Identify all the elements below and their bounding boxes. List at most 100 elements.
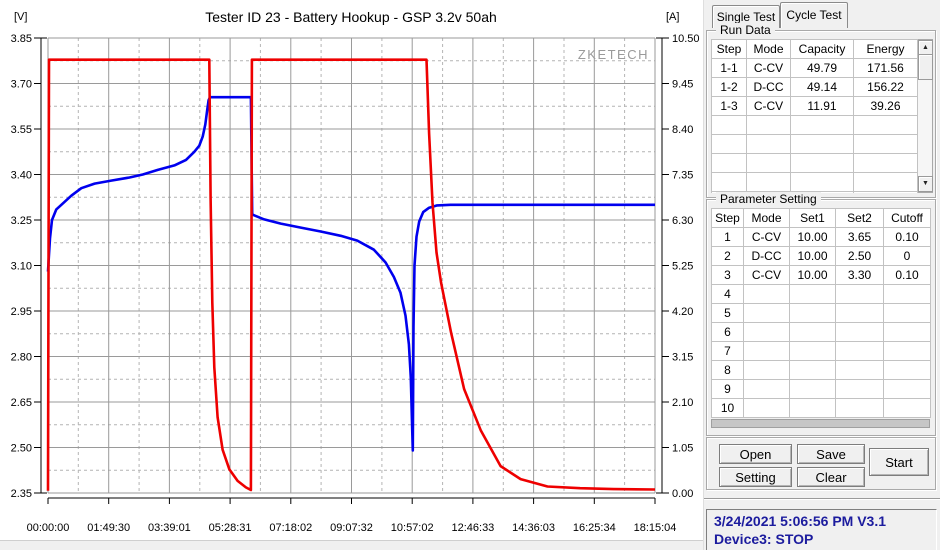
- table-cell[interactable]: C-CV: [743, 227, 790, 247]
- table-cell[interactable]: [883, 398, 931, 418]
- parameter-setting-group-title: Parameter Setting: [716, 192, 821, 206]
- table-header-row: Step Mode Set1 Set2 Cutoff: [711, 208, 931, 228]
- table-cell[interactable]: [743, 284, 790, 304]
- table-cell[interactable]: 0.10: [883, 265, 931, 285]
- tab-single-test[interactable]: Single Test: [712, 5, 780, 28]
- table-cell[interactable]: 1: [711, 227, 744, 247]
- table-cell[interactable]: 10: [711, 398, 744, 418]
- table-cell[interactable]: [743, 398, 790, 418]
- table-cell[interactable]: 4: [711, 284, 744, 304]
- table-cell[interactable]: 6: [711, 322, 744, 342]
- table-cell[interactable]: 0.10: [883, 227, 931, 247]
- left-axis: [34, 37, 47, 494]
- table-cell[interactable]: [789, 284, 836, 304]
- table-cell[interactable]: [789, 303, 836, 323]
- table-cell[interactable]: [835, 322, 884, 342]
- table-row: 1 C-CV 10.00 3.65 0.10: [711, 227, 931, 247]
- svg-text:00:00:00: 00:00:00: [27, 522, 70, 534]
- table-cell[interactable]: [743, 360, 790, 380]
- scrollbar-thumb[interactable]: [918, 54, 933, 80]
- svg-text:2.50: 2.50: [11, 443, 32, 455]
- table-cell[interactable]: 10.00: [789, 265, 836, 285]
- table-cell[interactable]: 9: [711, 379, 744, 399]
- save-button[interactable]: Save: [797, 444, 865, 464]
- table-cell[interactable]: 8: [711, 360, 744, 380]
- svg-text:09:07:32: 09:07:32: [330, 522, 373, 534]
- table-cell[interactable]: [789, 379, 836, 399]
- svg-text:2.95: 2.95: [11, 306, 32, 318]
- table-cell[interactable]: [789, 360, 836, 380]
- table-cell: 1-2: [711, 77, 747, 97]
- status-device-state: Device3: STOP: [714, 531, 814, 547]
- table-cell[interactable]: 0: [883, 246, 931, 266]
- table-cell[interactable]: [743, 322, 790, 342]
- setting-button[interactable]: Setting: [719, 467, 792, 487]
- table-cell[interactable]: 2: [711, 246, 744, 266]
- svg-text:3.10: 3.10: [11, 261, 32, 273]
- table-cell[interactable]: 7: [711, 341, 744, 361]
- table-cell[interactable]: [883, 284, 931, 304]
- run-data-scrollbar[interactable]: ▲ ▼: [918, 39, 933, 193]
- svg-text:9.45: 9.45: [672, 79, 693, 91]
- table-cell: [790, 153, 854, 173]
- table-cell[interactable]: [743, 341, 790, 361]
- svg-text:0.00: 0.00: [672, 488, 693, 500]
- svg-text:2.80: 2.80: [11, 352, 32, 364]
- table-cell: [790, 115, 854, 135]
- table-cell[interactable]: 3.30: [835, 265, 884, 285]
- table-cell[interactable]: [743, 303, 790, 323]
- table-cell[interactable]: [835, 303, 884, 323]
- table-cell: D-CC: [746, 77, 791, 97]
- panel-divider: [704, 498, 940, 500]
- svg-text:8.40: 8.40: [672, 124, 693, 136]
- table-cell: 171.56: [853, 58, 918, 78]
- tab-cycle-test[interactable]: Cycle Test: [780, 2, 848, 28]
- svg-text:10:57:02: 10:57:02: [391, 522, 434, 534]
- clear-button[interactable]: Clear: [797, 467, 865, 487]
- table-cell[interactable]: [789, 322, 836, 342]
- table-cell[interactable]: 10.00: [789, 246, 836, 266]
- table-cell[interactable]: D-CC: [743, 246, 790, 266]
- parameter-setting-group: Parameter Setting Step Mode Set1 Set2 Cutoff…: [706, 192, 936, 436]
- table-cell[interactable]: 5: [711, 303, 744, 323]
- table-cell[interactable]: [883, 360, 931, 380]
- table-cell: [711, 172, 747, 192]
- svg-text:3.40: 3.40: [11, 170, 32, 182]
- table-cell[interactable]: 2.50: [835, 246, 884, 266]
- table-cell[interactable]: [789, 341, 836, 361]
- parameter-horizontal-scrollbar[interactable]: [711, 419, 930, 428]
- table-cell: [853, 191, 918, 193]
- table-cell[interactable]: [835, 341, 884, 361]
- table-cell[interactable]: [883, 303, 931, 323]
- scroll-down-icon[interactable]: ▼: [918, 176, 933, 192]
- table-cell[interactable]: [835, 398, 884, 418]
- table-row-empty: [711, 172, 918, 192]
- table-cell[interactable]: [743, 379, 790, 399]
- svg-text:2.65: 2.65: [11, 397, 32, 409]
- table-cell[interactable]: 3.65: [835, 227, 884, 247]
- column-header: Set2: [835, 208, 884, 228]
- table-cell[interactable]: [835, 379, 884, 399]
- table-cell: [746, 153, 791, 173]
- table-cell[interactable]: C-CV: [743, 265, 790, 285]
- table-cell[interactable]: [789, 398, 836, 418]
- table-header-row: Step Mode Capacity Energy: [711, 39, 918, 59]
- start-button[interactable]: Start: [869, 448, 929, 476]
- table-cell: 11.91: [790, 96, 854, 116]
- table-cell[interactable]: 10.00: [789, 227, 836, 247]
- bottom-window-strip: [0, 540, 703, 550]
- table-cell[interactable]: [883, 322, 931, 342]
- table-cell[interactable]: [883, 341, 931, 361]
- table-row: 10: [711, 398, 931, 418]
- open-button[interactable]: Open: [719, 444, 792, 464]
- svg-text:6.30: 6.30: [672, 215, 693, 227]
- table-cell[interactable]: [835, 360, 884, 380]
- column-header: Mode: [743, 208, 790, 228]
- chart-title: Tester ID 23 - Battery Hookup - GSP 3.2v…: [205, 9, 497, 25]
- table-cell[interactable]: [835, 284, 884, 304]
- svg-text:03:39:01: 03:39:01: [148, 522, 191, 534]
- table-cell[interactable]: [883, 379, 931, 399]
- column-header: Energy: [853, 39, 918, 59]
- table-row: 3 C-CV 10.00 3.30 0.10: [711, 265, 931, 285]
- table-cell[interactable]: 3: [711, 265, 744, 285]
